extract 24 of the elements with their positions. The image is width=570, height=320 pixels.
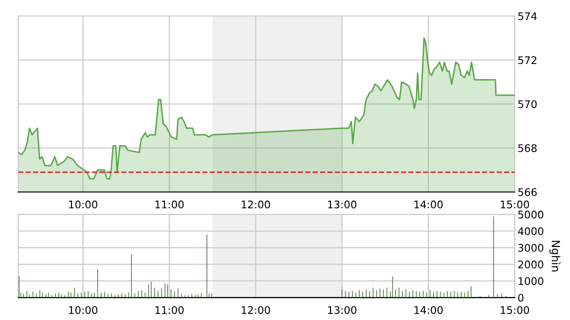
- x-tick-label: 12:00: [242, 200, 270, 208]
- y-tick-label: 4000: [518, 227, 544, 236]
- x-tick-label: 12:00: [242, 306, 270, 314]
- y-tick-label: 2000: [518, 260, 544, 268]
- x-tick-label: 15:00: [500, 306, 530, 314]
- y-tick-label: 5000: [518, 210, 544, 219]
- y-tick-label: 574: [518, 12, 537, 20]
- x-tick-label: 10:00: [69, 306, 98, 314]
- x-tick-label: 13:00: [328, 306, 356, 314]
- y-tick-label: 572: [518, 56, 536, 64]
- y-tick-label: 566: [518, 188, 537, 196]
- y-axis-title: Nghìn: [549, 240, 561, 272]
- x-tick-label: 15:00: [500, 200, 530, 208]
- x-tick-label: 10:00: [69, 200, 98, 208]
- x-tick-label: 13:00: [328, 200, 356, 208]
- y-tick-label: 3000: [518, 244, 544, 252]
- y-tick-label: 568: [518, 144, 537, 152]
- x-tick-label: 14:00: [414, 306, 443, 314]
- x-tick-label: 11:00: [155, 306, 184, 314]
- x-tick-label: 11:00: [155, 200, 184, 208]
- y-tick-label: 1000: [518, 277, 544, 286]
- y-tick-label: 0: [518, 294, 524, 302]
- x-tick-label: 14:00: [414, 200, 443, 208]
- y-tick-label: 570: [518, 100, 537, 108]
